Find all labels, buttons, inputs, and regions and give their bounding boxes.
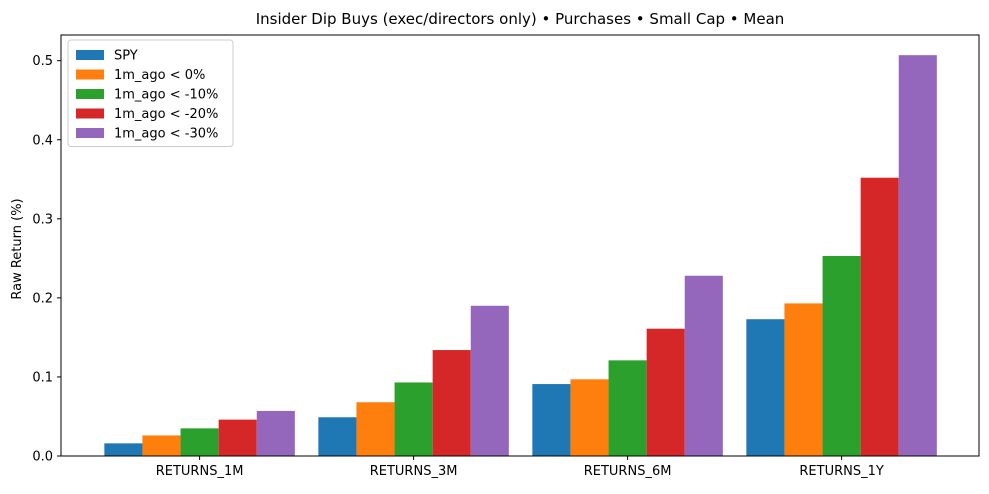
bar (684, 275, 723, 456)
y-tick-label: 0.2 (32, 291, 53, 306)
legend-swatch (76, 89, 104, 99)
y-tick-label: 0.0 (32, 450, 53, 465)
series-1m-ago-30- (256, 55, 937, 456)
x-tick-label: RETURNS_1Y (799, 464, 883, 479)
series-1m-ago-10- (180, 255, 861, 456)
bar (218, 419, 257, 456)
bar (394, 382, 433, 456)
bar (646, 328, 685, 456)
y-tick-label: 0.3 (32, 212, 53, 227)
legend-swatch (76, 50, 104, 60)
bar (356, 402, 395, 456)
legend-label: 1m_ago < 0% (114, 68, 205, 83)
bar (432, 350, 471, 456)
bar (784, 303, 823, 456)
legend-label: 1m_ago < -20% (114, 107, 218, 122)
bar (532, 384, 571, 456)
legend-swatch (76, 128, 104, 138)
bar (256, 410, 295, 456)
series-1m-ago-0- (142, 303, 823, 456)
legend-swatch (76, 108, 104, 119)
legend-label: 1m_ago < -10% (114, 88, 218, 103)
series-spy (104, 319, 785, 456)
axes-layer: 0.0 0.1 0.2 0.3 0.4 0.5 RETURNS_1M RETURNS_3M RE… (32, 34, 980, 479)
y-tick-label: 0.5 (32, 54, 53, 69)
x-tick-label: RETURNS_3M (370, 464, 458, 479)
x-tick-label: RETURNS_6M (584, 464, 672, 479)
x-tick-label: RETURNS_1M (156, 464, 244, 479)
chart-title: Insider Dip Buys (exec/directors only) •… (256, 10, 785, 28)
bar (318, 417, 357, 456)
y-tick-label: 0.1 (32, 370, 53, 385)
legend: SPY 1m_ago < 0% 1m_ago < -10% 1m_ago < -20%… (67, 39, 234, 147)
bar (822, 255, 861, 456)
plot-frame (60, 34, 980, 457)
y-tick-label: 0.4 (32, 133, 53, 148)
bar (898, 55, 937, 456)
bar (470, 305, 509, 456)
legend-label: 1m_ago < -30% (114, 127, 218, 142)
bar (142, 435, 181, 456)
bar (104, 443, 143, 456)
legend-swatch (76, 69, 104, 80)
legend-box (67, 39, 234, 147)
bar (746, 319, 785, 456)
bar (608, 360, 647, 456)
y-axis-label: Raw Return (%) (10, 198, 25, 299)
series-1m-ago-20- (218, 177, 899, 456)
bars-layer (104, 55, 937, 456)
bar (570, 379, 609, 456)
legend-label: SPY (114, 49, 138, 64)
bar (180, 428, 219, 456)
bar (860, 177, 899, 456)
